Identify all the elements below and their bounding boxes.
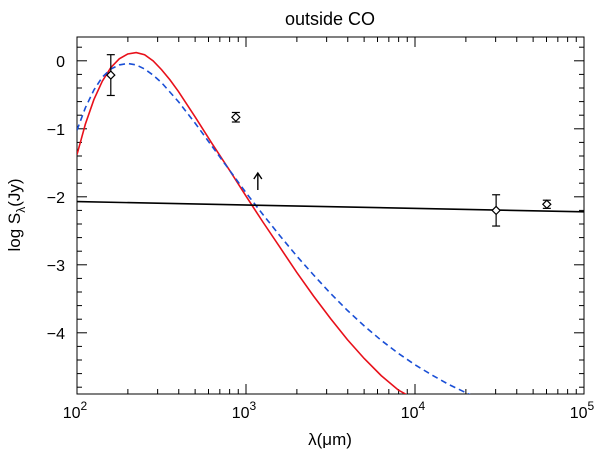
- data-point-diamond: [231, 112, 241, 123]
- x-tick-label: 102: [63, 399, 88, 422]
- y-tick-label: −2: [47, 190, 65, 207]
- x-tick-label: 103: [232, 399, 257, 422]
- x-axis-label: λ(μm): [308, 430, 352, 449]
- y-tick-label: −1: [47, 122, 65, 139]
- data-point-diamond: [491, 205, 501, 216]
- series-blue-line: [77, 62, 471, 394]
- y-tick-label: −4: [47, 326, 65, 343]
- axis-ticks: 102 103 104 105 0 −1 −2 −3 −4: [47, 37, 595, 422]
- chart-title: outside CO: [285, 9, 375, 29]
- data-point-diamond: [105, 70, 116, 80]
- y-tick-label: −3: [47, 258, 65, 275]
- plot-frame: [76, 36, 585, 395]
- x-tick-label: 105: [570, 399, 595, 422]
- x-tick-label: 104: [401, 399, 426, 422]
- series-red-line: [77, 51, 408, 394]
- model-curves: [77, 51, 584, 394]
- y-tick-label: 0: [56, 54, 65, 71]
- series-black-line: [77, 200, 584, 213]
- data-point-diamond: [541, 199, 552, 210]
- limit-arrow-head: [253, 171, 263, 180]
- y-axis-label: log Sλ(Jy): [5, 178, 28, 251]
- data-points: [105, 54, 552, 227]
